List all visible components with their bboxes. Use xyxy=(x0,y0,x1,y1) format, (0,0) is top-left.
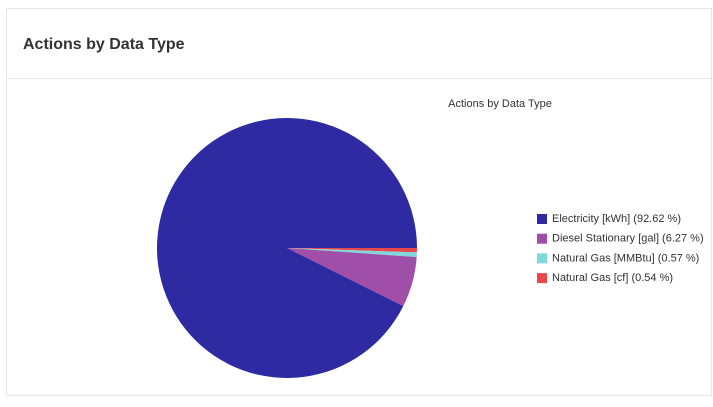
legend-label: Natural Gas [MMBtu] (0.57 %) xyxy=(552,252,699,264)
pie-slice xyxy=(287,248,417,253)
legend-swatch xyxy=(537,214,547,224)
pie-slice xyxy=(287,248,417,307)
card-title: Actions by Data Type xyxy=(23,36,185,53)
card-header: Actions by Data Type xyxy=(7,9,711,79)
legend-swatch xyxy=(537,253,547,264)
pie-slice xyxy=(156,117,417,378)
legend-swatch xyxy=(537,273,547,284)
legend-label: Natural Gas [cf] (0.54 %) xyxy=(552,272,673,284)
legend-label: Diesel Stationary [gal] (6.27 %) xyxy=(552,233,704,245)
legend-swatch xyxy=(537,233,547,244)
pie-slice xyxy=(287,248,417,258)
chart-title: Actions by Data Type xyxy=(448,98,552,110)
legend-label: Electricity [kWh] (92.62 %) xyxy=(552,213,681,225)
